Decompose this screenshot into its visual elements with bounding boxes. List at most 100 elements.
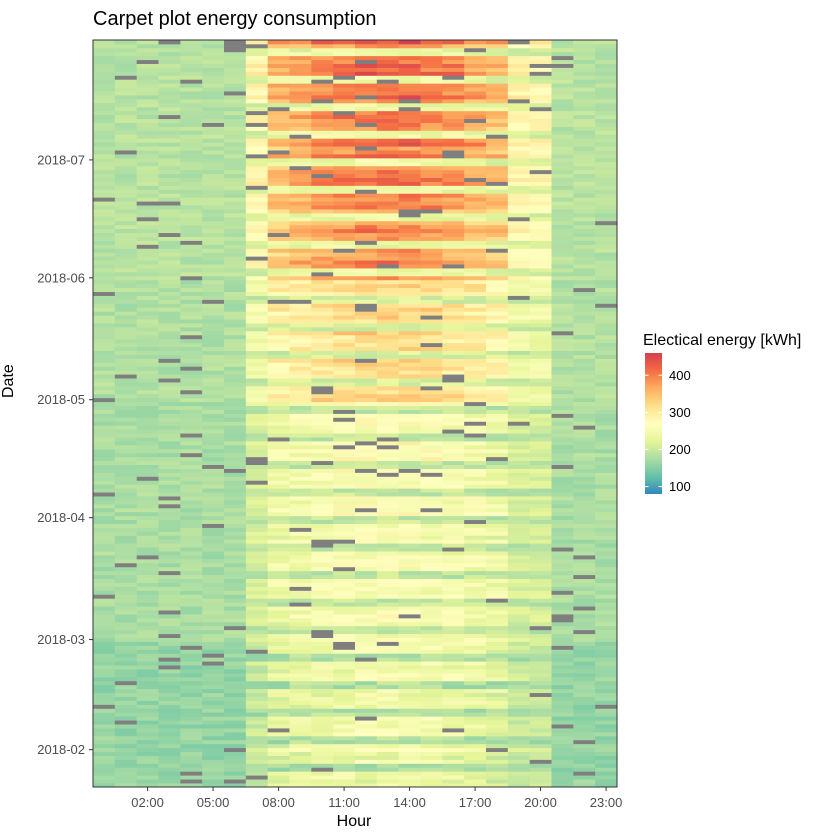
heatmap-cell xyxy=(573,716,596,721)
heatmap-cell xyxy=(333,142,356,147)
heatmap-cell xyxy=(158,338,181,344)
heatmap-cell xyxy=(529,193,552,198)
heatmap-cell xyxy=(529,142,552,147)
heatmap-cell xyxy=(355,728,378,733)
heatmap-cell xyxy=(289,413,312,418)
heatmap-cell xyxy=(486,629,509,635)
heatmap-cell xyxy=(529,574,552,580)
heatmap-cell xyxy=(245,429,269,434)
heatmap-cell xyxy=(93,47,116,53)
heatmap-cell xyxy=(224,535,247,540)
heatmap-cell xyxy=(442,783,465,788)
heatmap-cell xyxy=(93,201,116,206)
heatmap-cell xyxy=(595,535,618,540)
heatmap-cell xyxy=(267,417,290,422)
heatmap-cell xyxy=(93,484,116,489)
heatmap-cell xyxy=(486,535,509,540)
heatmap-cell xyxy=(486,444,509,450)
heatmap-cell xyxy=(507,720,531,725)
heatmap-cell xyxy=(529,110,552,116)
heatmap-cell xyxy=(245,342,269,348)
heatmap-cell xyxy=(464,40,487,45)
heatmap-cell xyxy=(529,157,552,163)
heatmap-cell xyxy=(551,114,574,120)
heatmap-cell xyxy=(355,503,378,509)
heatmap-cell xyxy=(507,142,531,147)
heatmap-cell xyxy=(333,448,356,454)
heatmap-cell xyxy=(529,244,552,249)
heatmap-cell xyxy=(224,429,247,434)
heatmap-cell xyxy=(289,511,312,517)
heatmap-cell xyxy=(267,661,290,666)
heatmap-cell xyxy=(551,649,574,654)
heatmap-cell xyxy=(551,83,574,88)
heatmap-cell xyxy=(595,283,618,289)
heatmap-cell xyxy=(333,676,356,682)
heatmap-cell xyxy=(311,570,334,576)
heatmap-cell xyxy=(180,767,203,772)
heatmap-cell xyxy=(93,657,116,662)
heatmap-cell xyxy=(93,633,116,638)
heatmap-cell xyxy=(224,602,247,607)
heatmap-cell xyxy=(486,389,509,395)
heatmap-cell xyxy=(376,232,400,237)
heatmap-cell xyxy=(442,126,465,131)
heatmap-cell xyxy=(202,205,225,210)
heatmap-cell xyxy=(333,165,356,171)
heatmap-cell xyxy=(573,169,596,175)
heatmap-cell xyxy=(202,311,225,316)
heatmap-cell xyxy=(180,641,203,646)
heatmap-cell xyxy=(529,617,552,623)
heatmap-cell xyxy=(180,374,203,379)
heatmap-cell xyxy=(158,193,181,198)
heatmap-cell xyxy=(245,102,269,108)
heatmap-cell xyxy=(267,539,290,544)
heatmap-cell xyxy=(442,385,465,391)
heatmap-cell xyxy=(202,665,225,670)
heatmap-cell xyxy=(289,570,312,576)
heatmap-cell xyxy=(486,397,509,403)
heatmap-cell xyxy=(507,40,531,45)
heatmap-cell xyxy=(245,747,269,753)
heatmap-cell xyxy=(136,98,159,104)
heatmap-cell xyxy=(507,161,531,167)
heatmap-cell xyxy=(464,299,487,304)
heatmap-cell xyxy=(529,87,552,92)
heatmap-cell xyxy=(420,507,443,513)
heatmap-cell xyxy=(93,763,116,768)
heatmap-cell xyxy=(202,220,225,226)
heatmap-cell xyxy=(529,165,552,171)
heatmap-cell xyxy=(202,130,225,135)
heatmap-cell xyxy=(398,79,421,84)
heatmap-cell xyxy=(245,720,269,725)
heatmap-cell xyxy=(464,578,487,583)
heatmap-cell xyxy=(289,700,312,705)
heatmap-cell xyxy=(420,672,443,678)
heatmap-cell xyxy=(529,767,552,772)
heatmap-cell xyxy=(136,358,159,363)
heatmap-cell xyxy=(114,680,138,686)
heatmap-cell xyxy=(311,444,334,450)
heatmap-cell xyxy=(464,271,487,277)
heatmap-cell xyxy=(486,342,509,348)
heatmap-cell xyxy=(529,409,552,414)
heatmap-cell xyxy=(93,751,116,756)
heatmap-cell xyxy=(376,676,400,682)
heatmap-cell xyxy=(486,716,509,721)
heatmap-cell xyxy=(158,503,181,509)
heatmap-cell xyxy=(267,307,290,312)
heatmap-cell xyxy=(551,413,574,418)
heatmap-cell xyxy=(376,346,400,351)
heatmap-cell xyxy=(202,594,225,599)
heatmap-cell xyxy=(529,59,552,64)
heatmap-cell xyxy=(136,256,159,261)
heatmap-cell xyxy=(93,374,116,379)
heatmap-cell xyxy=(420,220,443,226)
heatmap-cell xyxy=(245,389,269,395)
heatmap-cell xyxy=(529,393,552,399)
heatmap-cell xyxy=(158,653,181,658)
heatmap-cell xyxy=(93,767,116,772)
heatmap-cell xyxy=(311,558,334,564)
heatmap-cell xyxy=(486,590,509,595)
heatmap-cell xyxy=(202,224,225,230)
